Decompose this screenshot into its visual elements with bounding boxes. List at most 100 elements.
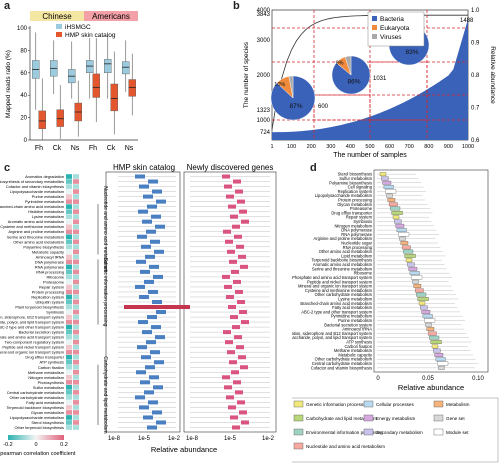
- left-axis-label: The number of species: [243, 41, 250, 108]
- box: [418, 301, 426, 306]
- heat-cell-a: [66, 359, 72, 365]
- row-label: Terpenoid backbone biosynthesis: [6, 405, 64, 410]
- heat-cell-b: [73, 264, 79, 270]
- box-1-4: [110, 83, 118, 112]
- reference-box-1: [313, 94, 371, 121]
- panel-b-label: b: [233, 0, 240, 12]
- box: [386, 193, 393, 198]
- box-right: [240, 365, 248, 370]
- box-right: [226, 194, 234, 199]
- box-left: [142, 219, 152, 224]
- heat-cell-a: [66, 219, 72, 224]
- row-label: Branched-chain amino acid metabolism: [300, 301, 372, 306]
- box-left: [148, 289, 158, 294]
- heat-cell-b: [73, 374, 79, 380]
- title-left: HMP skin catalog: [113, 163, 175, 172]
- heat-cell-a: [66, 294, 72, 300]
- y-tick-label: 0: [24, 138, 28, 144]
- box-right: [224, 184, 232, 189]
- right-axis-label: Relative abundance: [489, 46, 496, 104]
- row-label: Mineral and organic ion transport system: [0, 350, 64, 355]
- heat-cell-a: [66, 189, 72, 194]
- heat-cell-b: [73, 314, 79, 320]
- heat-cell-b: [73, 239, 79, 245]
- panel-d: d Sterol biosynthesis Sulfur metabolism Po…: [288, 160, 500, 469]
- heat-cell-a: [66, 194, 72, 199]
- heat-cell-a: [66, 385, 72, 390]
- legend-swatch-8: [433, 428, 444, 436]
- heat-cell-b: [73, 339, 79, 345]
- box-left: [152, 299, 162, 305]
- row-label: Other amino acid metabolism: [319, 249, 373, 254]
- heat-cell-a: [66, 319, 72, 325]
- box: [434, 353, 444, 357]
- heat-cell-a: [66, 284, 72, 290]
- heat-cell-a: [66, 229, 72, 235]
- x-tick-label: 900: [444, 144, 453, 150]
- row-label: Replication system: [31, 294, 64, 299]
- box-left: [144, 279, 154, 284]
- row-label: Lipopolysaccharide metabolism: [315, 193, 373, 198]
- box-left: [141, 355, 151, 360]
- x-tick-label: 700: [405, 144, 414, 150]
- heat-cell-b: [73, 279, 79, 285]
- row-label: Other carbohydrate metabolism: [10, 395, 65, 400]
- category-label: Nucleotide and amino acid metabolism: [102, 186, 108, 272]
- box-right: [235, 289, 243, 294]
- heat-cell-b: [73, 390, 79, 395]
- left-tick-label: 2000: [257, 73, 271, 79]
- box: [433, 348, 441, 353]
- box-left: [138, 320, 148, 325]
- heat-cell-a: [66, 204, 72, 209]
- box: [395, 223, 405, 228]
- box: [437, 361, 449, 366]
- heat-cell-a: [66, 264, 72, 270]
- box-right: [225, 239, 233, 244]
- heat-cell-b: [73, 415, 79, 420]
- panel-d-label: d: [310, 162, 317, 174]
- panel-c-label: c: [4, 162, 11, 174]
- row-label: Aminoacyl tRNA: [342, 327, 372, 332]
- heat-cell-a: [66, 224, 72, 230]
- heat-cell-a: [66, 314, 72, 320]
- row-label: ATP synthesis: [39, 360, 64, 365]
- box-right: [232, 325, 240, 330]
- box-right: [226, 395, 234, 400]
- panel-c: c HMP skin catalog Newly discovered genes…: [0, 160, 292, 469]
- row-label: Nitrogen metabolism: [28, 375, 64, 380]
- heat-cell-a: [66, 349, 72, 355]
- row-label: Histidine metabolism: [28, 209, 64, 214]
- heat-cell-a: [66, 369, 72, 375]
- right-tick-label: 0.9: [471, 41, 480, 47]
- box-0-5: [122, 61, 130, 75]
- heat-cell-a: [66, 309, 72, 315]
- heat-cell-b: [73, 224, 79, 230]
- annotation-0: 600: [318, 104, 329, 110]
- x-axis-label: Relative abundance: [151, 445, 217, 454]
- heat-cell-b: [73, 284, 79, 290]
- legend-label: Metabolism: [446, 402, 470, 407]
- box-left: [155, 335, 165, 340]
- box-right: [235, 390, 243, 395]
- row-label: DNA polymerase: [35, 259, 64, 264]
- box: [414, 288, 424, 293]
- box-left: [139, 294, 149, 299]
- box-right: [233, 179, 241, 184]
- box-left: [143, 194, 153, 199]
- row-label: ABC-2 type and other transport system: [301, 309, 372, 314]
- box-right: [240, 264, 248, 269]
- row-label: Fatty acid metabolism: [26, 400, 64, 405]
- heat-cell-b: [73, 334, 79, 340]
- row-label: Ubiquitin system: [35, 300, 64, 305]
- legend-swatch-2: [433, 400, 444, 408]
- legend-label: Module set: [446, 430, 469, 435]
- row-label: Other carbohydrate metabolism: [315, 292, 373, 297]
- heat-cell-b: [73, 219, 79, 224]
- x-tick-right: 1e-5: [224, 436, 237, 442]
- x-tick-label: Fh: [89, 145, 97, 152]
- box-left: [135, 395, 145, 400]
- box: [408, 266, 418, 271]
- y-tick-label: 80: [20, 48, 27, 54]
- pie-1-slice-2: [344, 55, 352, 76]
- box-right: [241, 219, 249, 224]
